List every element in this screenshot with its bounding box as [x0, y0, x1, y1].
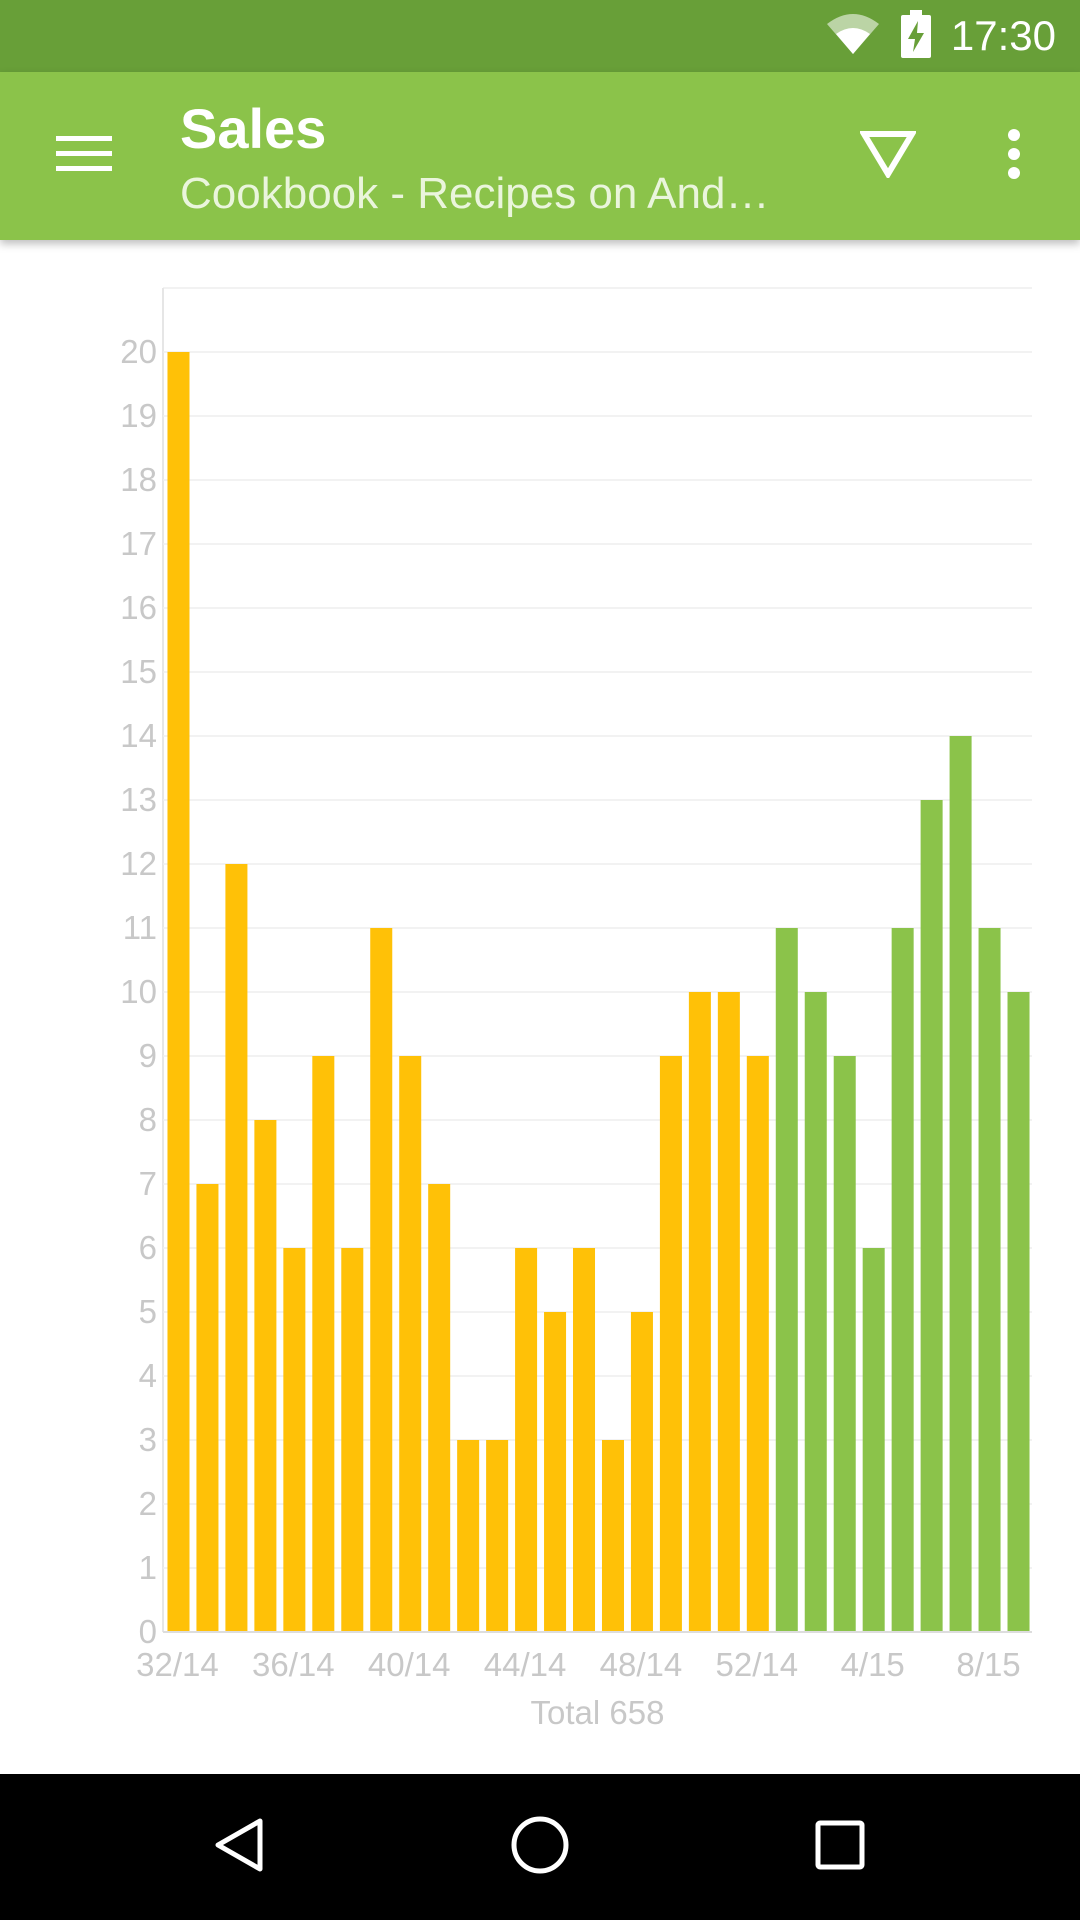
app-title: Sales — [180, 97, 327, 160]
wifi-icon — [825, 12, 881, 61]
bar-42-14 — [457, 1440, 480, 1632]
bar-7-15 — [949, 736, 972, 1632]
y-tick-label: 10 — [120, 973, 157, 1010]
bar-50-14 — [688, 992, 711, 1632]
bar-41-14 — [428, 1184, 451, 1632]
y-tick-label: 17 — [120, 525, 157, 562]
home-button[interactable] — [480, 1797, 600, 1897]
bar-8-15 — [978, 928, 1001, 1632]
bar-3-15 — [833, 1056, 856, 1632]
y-tick-label: 19 — [120, 397, 157, 434]
bar-33-14 — [196, 1184, 219, 1632]
recents-icon — [810, 1815, 870, 1880]
battery-charging-icon — [900, 9, 931, 63]
y-tick-label: 0 — [139, 1613, 157, 1650]
x-tick-label: 40/14 — [368, 1646, 451, 1683]
bar-36-14 — [283, 1248, 306, 1632]
x-tick-label: 32/14 — [136, 1646, 219, 1683]
y-tick-label: 13 — [120, 781, 157, 818]
bar-9-15 — [1007, 992, 1030, 1632]
y-tick-label: 8 — [139, 1101, 157, 1138]
bar-40-14 — [399, 1056, 422, 1632]
app-subtitle[interactable]: Cookbook - Recipes on And… — [180, 169, 770, 218]
bar-48-14 — [630, 1312, 653, 1632]
y-tick-label: 5 — [139, 1293, 157, 1330]
status-bar: 17:30 — [0, 0, 1080, 72]
app-title-block: Sales Cookbook - Recipes on And… — [180, 94, 820, 224]
y-tick-label: 14 — [120, 717, 157, 754]
bar-47-14 — [601, 1440, 624, 1632]
bar-2-15 — [804, 992, 827, 1632]
y-tick-label: 15 — [120, 653, 157, 690]
navigation-bar — [0, 1774, 1080, 1920]
back-icon — [210, 1815, 270, 1880]
x-tick-label: 52/14 — [716, 1646, 799, 1683]
x-tick-label: 4/15 — [841, 1646, 905, 1683]
bar-52-14 — [746, 1056, 769, 1632]
y-tick-label: 20 — [120, 333, 157, 370]
status-time: 17:30 — [950, 12, 1056, 59]
y-tick-label: 18 — [120, 461, 157, 498]
y-tick-label: 2 — [139, 1485, 157, 1522]
y-tick-label: 11 — [123, 909, 157, 946]
bar-45-14 — [544, 1312, 567, 1632]
y-tick-label: 1 — [139, 1549, 157, 1586]
bar-4-15 — [862, 1248, 885, 1632]
total-label: Total 658 — [531, 1694, 665, 1731]
bar-6-15 — [920, 800, 943, 1632]
more-vert-icon — [1007, 128, 1021, 185]
x-tick-label: 8/15 — [956, 1646, 1020, 1683]
x-tick-label: 44/14 — [484, 1646, 567, 1683]
x-tick-label: 48/14 — [600, 1646, 683, 1683]
status-icons: 17:30 — [825, 0, 1056, 72]
y-tick-label: 9 — [139, 1037, 157, 1074]
y-tick-label: 16 — [120, 589, 157, 626]
filter-icon — [858, 130, 918, 183]
y-tick-label: 7 — [139, 1165, 157, 1202]
menu-button[interactable] — [30, 114, 138, 198]
filter-button[interactable] — [846, 114, 930, 198]
menu-icon — [56, 134, 112, 179]
y-tick-label: 12 — [120, 845, 157, 882]
more-options-button[interactable] — [984, 114, 1044, 198]
bar-5-15 — [891, 928, 914, 1632]
bar-38-14 — [341, 1248, 364, 1632]
bar-1-15 — [775, 928, 798, 1632]
x-tick-label: 36/14 — [252, 1646, 335, 1683]
bar-34-14 — [225, 864, 248, 1632]
home-icon — [510, 1815, 570, 1880]
recents-button[interactable] — [780, 1797, 900, 1897]
bar-32-14 — [167, 352, 190, 1632]
bar-44-14 — [515, 1248, 538, 1632]
y-tick-label: 4 — [139, 1357, 157, 1394]
back-button[interactable] — [180, 1797, 300, 1897]
bar-51-14 — [717, 992, 740, 1632]
bar-49-14 — [659, 1056, 682, 1632]
app-bar: Sales Cookbook - Recipes on And… — [0, 72, 1080, 240]
y-tick-label: 6 — [139, 1229, 157, 1266]
y-tick-label: 3 — [139, 1421, 157, 1458]
bar-43-14 — [486, 1440, 509, 1632]
bar-46-14 — [573, 1248, 596, 1632]
sales-chart[interactable]: 0 1 2 3 4 5 6 7 8 9 10 11 12 13 14 15 16 17 18 19 20 32/14 36/… — [0, 240, 1080, 1774]
bar-39-14 — [370, 928, 393, 1632]
bar-37-14 — [312, 1056, 335, 1632]
bar-35-14 — [254, 1120, 277, 1632]
